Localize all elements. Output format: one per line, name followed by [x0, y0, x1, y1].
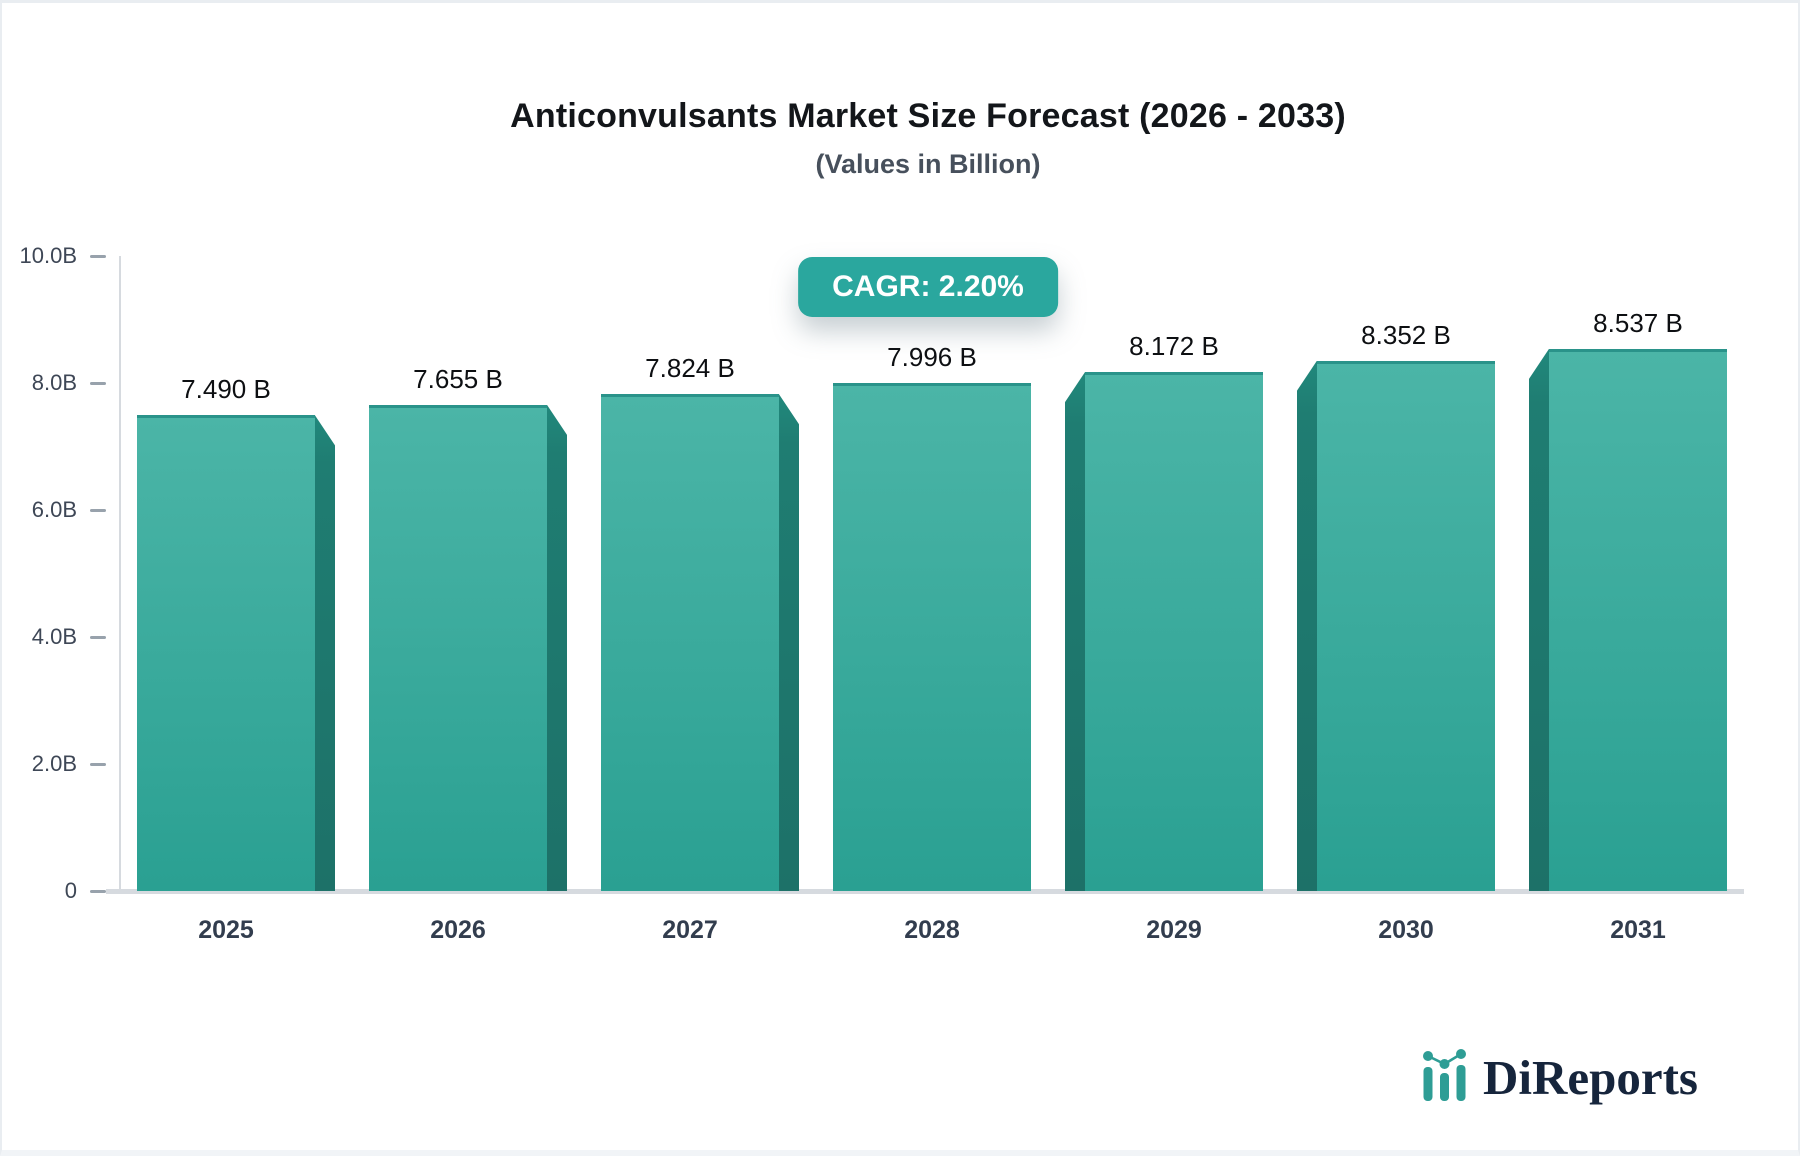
bar-face — [369, 404, 547, 891]
bar-3d — [1529, 348, 1727, 891]
bar-group-2025: 7.490 B 2025 — [137, 256, 335, 944]
x-tick-label: 2028 — [904, 916, 960, 944]
y-tick-dash — [90, 381, 106, 385]
y-tick: 6.0B — [2, 497, 120, 523]
y-axis: 10.0B 8.0B 6.0B 4.0B 2.0B 0 — [2, 243, 120, 903]
bar-3d — [137, 415, 335, 891]
bar-face — [601, 394, 779, 891]
bar-3d — [369, 404, 567, 891]
page-title: Anticonvulsants Market Size Forecast (20… — [510, 97, 1346, 135]
y-tick: 0 — [2, 878, 120, 904]
bar-side-bevel — [1065, 372, 1085, 891]
bar-group-2031: 8.537 B 2031 — [1529, 256, 1727, 944]
bar-chart-logo-icon — [1422, 1049, 1466, 1101]
chart-subtitle: (Values in Billion) — [815, 149, 1041, 179]
y-tick-dash — [90, 508, 106, 512]
bar-3d — [1065, 372, 1263, 891]
chart-header: Anticonvulsants Market Size Forecast (20… — [30, 97, 1798, 180]
x-tick-label: 2025 — [198, 916, 254, 944]
y-tick-label: 8.0B — [31, 370, 77, 395]
brand-logo: DiReports — [1422, 1046, 1698, 1102]
bar-value-label: 8.537 B — [1593, 307, 1683, 338]
y-tick-dash — [90, 635, 106, 639]
bar-side-bevel — [547, 404, 567, 891]
bar-value-label: 7.655 B — [413, 363, 503, 394]
bar-group-2026: 7.655 B 2026 — [369, 256, 567, 944]
cagr-badge: CAGR: 2.20% — [798, 257, 1058, 317]
bar-3d — [1297, 360, 1495, 891]
bar-value-label: 7.824 B — [645, 353, 735, 384]
x-axis-line — [106, 889, 1744, 894]
y-tick-label: 4.0B — [31, 624, 77, 649]
y-tick: 10.0B — [2, 243, 120, 269]
bar-face — [833, 383, 1031, 891]
x-tick-label: 2029 — [1146, 916, 1202, 944]
y-tick: 4.0B — [2, 624, 120, 650]
bar-group-2028: 7.996 B 2028 — [833, 256, 1031, 944]
y-tick: 2.0B — [2, 751, 120, 777]
bar-side-bevel — [315, 415, 335, 891]
bar-group-2029: 8.172 B 2029 — [1065, 256, 1263, 944]
bar-3d — [833, 383, 1031, 891]
bar-side-bevel — [779, 394, 799, 891]
x-tick-label: 2027 — [662, 916, 718, 944]
y-tick-dash — [90, 889, 106, 893]
x-tick-label: 2031 — [1610, 916, 1666, 944]
y-tick-label: 10.0B — [19, 243, 78, 268]
y-tick-dash — [90, 254, 106, 258]
bar-side-bevel — [1297, 360, 1317, 891]
bar-face — [1085, 372, 1263, 891]
bar-value-label: 8.352 B — [1361, 319, 1451, 350]
y-tick: 8.0B — [2, 370, 120, 396]
bar-3d — [601, 394, 799, 891]
bar-face — [1317, 360, 1495, 891]
bar-group-2027: 7.824 B 2027 — [601, 256, 799, 944]
y-tick-label: 0 — [64, 878, 77, 903]
y-tick-dash — [90, 762, 106, 766]
x-tick-label: 2026 — [430, 916, 486, 944]
y-tick-label: 2.0B — [31, 751, 77, 776]
bar-value-label: 7.996 B — [887, 342, 977, 373]
bar-face — [137, 415, 315, 891]
x-tick-label: 2030 — [1378, 916, 1434, 944]
y-axis-line — [119, 256, 121, 891]
bar-value-label: 7.490 B — [181, 374, 271, 405]
brand-logo-text: DiReports — [1482, 1050, 1698, 1105]
bar-face — [1549, 348, 1727, 891]
bar-value-label: 8.172 B — [1129, 331, 1219, 362]
y-tick-label: 6.0B — [31, 497, 77, 522]
bar-group-2030: 8.352 B 2030 — [1297, 256, 1495, 944]
plot-area: 7.490 B 2025 7.655 B 2026 7.824 B 2027 7.996 B… — [120, 256, 1744, 944]
bar-side-bevel — [1529, 348, 1549, 891]
